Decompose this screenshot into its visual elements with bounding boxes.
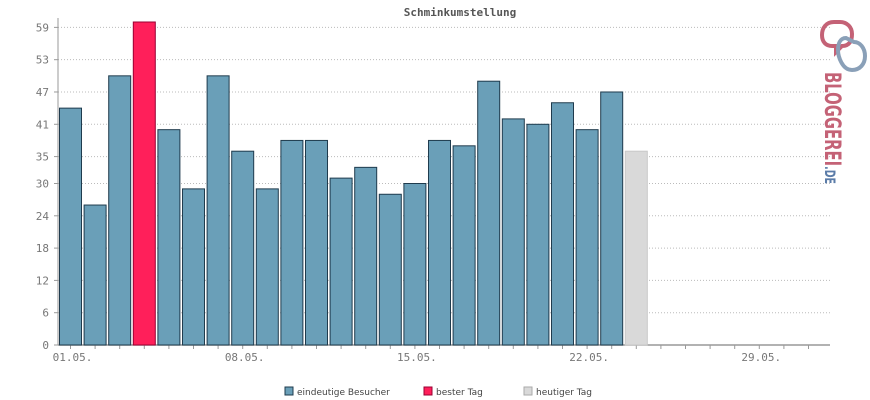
bar <box>280 139 304 346</box>
bar <box>354 166 378 346</box>
y-tick-label: 0 <box>42 339 49 352</box>
legend-swatch <box>523 386 533 396</box>
legend: eindeutige Besucher bester Tag heutiger Ta… <box>284 386 592 398</box>
logo-text: BLOGGEREI.DE <box>819 72 844 184</box>
legend-label: heutiger Tag <box>536 388 592 398</box>
bar <box>526 123 550 346</box>
x-tick-label: 01.05. <box>53 351 93 364</box>
bar <box>477 80 501 346</box>
legend-label: bester Tag <box>436 388 483 398</box>
bar <box>83 204 107 346</box>
y-tick-label: 53 <box>36 54 49 67</box>
chart-title: Schminkumstellung <box>404 6 517 19</box>
bar <box>255 188 279 346</box>
bar <box>378 193 402 346</box>
bar <box>305 139 328 346</box>
x-tick-label: 29.05. <box>741 351 781 364</box>
bar-best-day <box>132 21 156 346</box>
bar <box>403 183 427 346</box>
y-tick-label: 12 <box>36 274 49 287</box>
bar <box>59 107 82 346</box>
bar <box>182 188 205 346</box>
bar <box>551 102 574 346</box>
x-axis: 01.05. 08.05. 15.05. 22.05. 29.05. <box>53 344 830 364</box>
bars <box>59 21 648 346</box>
logo-icon <box>819 20 868 73</box>
legend-swatch <box>284 386 294 396</box>
bar <box>575 129 599 346</box>
bar <box>600 91 624 346</box>
y-tick-label: 18 <box>36 242 49 255</box>
logo-bubble-blue <box>835 35 868 73</box>
x-tick-label: 22.05. <box>569 351 609 364</box>
logo-bubble-red <box>819 20 855 57</box>
bar <box>452 145 476 346</box>
legend-label: eindeutige Besucher <box>297 388 390 398</box>
y-axis: 0 6 12 18 24 30 35 41 47 53 59 <box>36 18 59 352</box>
y-tick-label: 59 <box>36 21 49 34</box>
bar <box>501 118 525 346</box>
x-tick-label: 08.05. <box>225 351 265 364</box>
bloggerei-logo: BLOGGEREI.DE <box>819 20 868 184</box>
bar <box>206 75 230 346</box>
y-tick-label: 24 <box>36 210 50 223</box>
bar <box>231 150 255 346</box>
legend-swatch <box>423 386 433 396</box>
bar <box>157 129 181 346</box>
bar <box>108 75 132 346</box>
bar <box>428 139 451 346</box>
y-tick-label: 30 <box>36 178 49 191</box>
y-tick-label: 6 <box>42 307 49 320</box>
y-tick-label: 47 <box>36 86 49 99</box>
bar <box>329 177 353 346</box>
y-tick-label: 41 <box>36 118 49 131</box>
logo-text-suffix: .DE <box>821 166 837 184</box>
bar-today <box>624 150 648 346</box>
logo-text-main: BLOGGEREI <box>819 72 844 166</box>
x-tick-label: 15.05. <box>397 351 437 364</box>
y-tick-label: 35 <box>36 151 49 164</box>
